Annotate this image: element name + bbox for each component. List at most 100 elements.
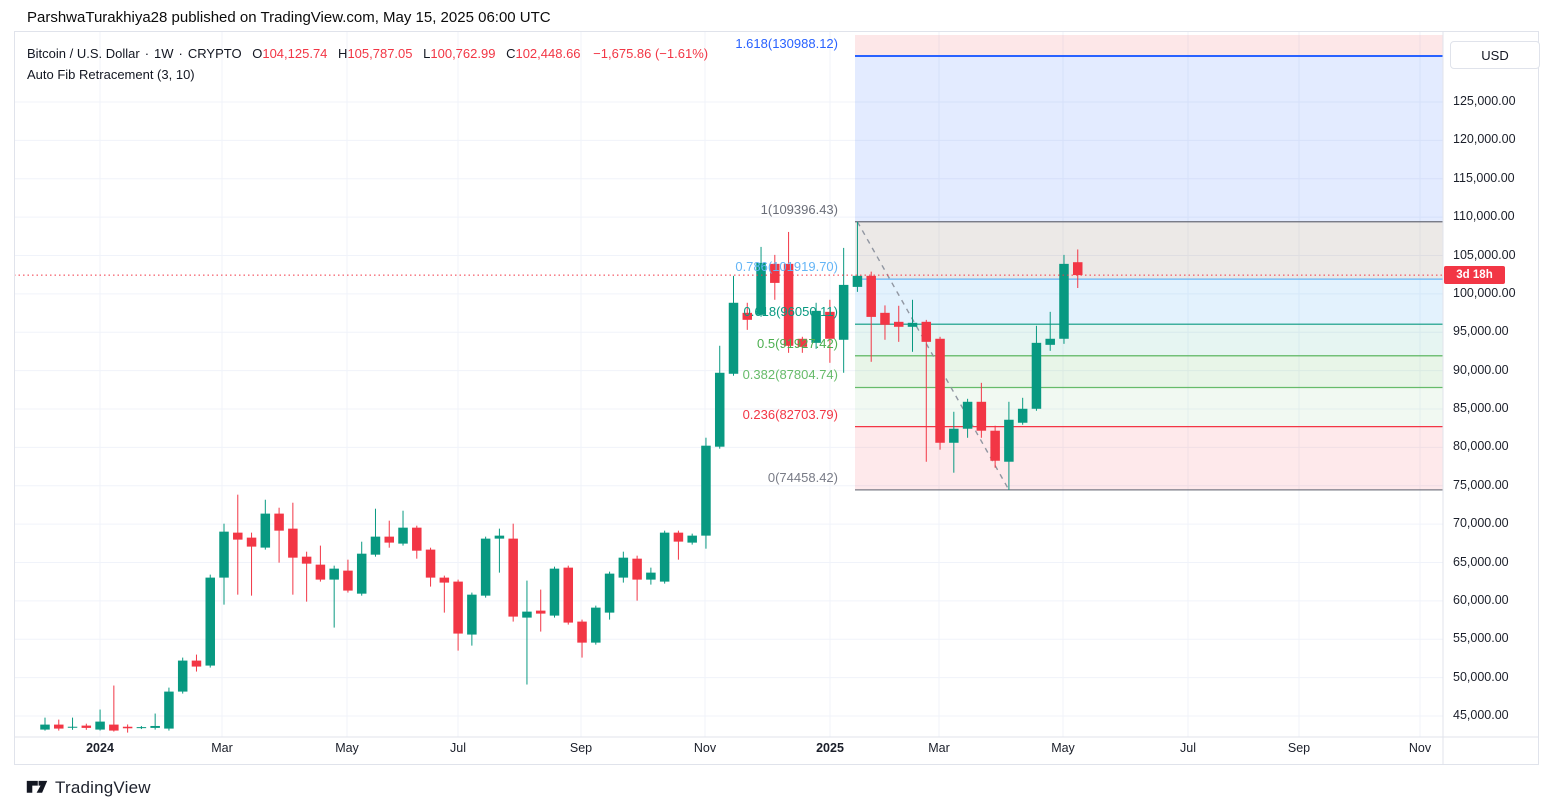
candle-body bbox=[150, 725, 160, 728]
candle[interactable] bbox=[990, 425, 1000, 468]
candle[interactable] bbox=[356, 541, 367, 596]
candle[interactable] bbox=[659, 530, 670, 584]
low-key: L bbox=[423, 46, 431, 61]
candle[interactable] bbox=[618, 551, 629, 583]
candle[interactable] bbox=[54, 719, 64, 731]
countdown-badge: 3d 18h bbox=[1444, 266, 1505, 285]
candle[interactable] bbox=[1004, 401, 1014, 490]
candle[interactable] bbox=[67, 717, 78, 730]
candle[interactable] bbox=[825, 299, 835, 363]
candle[interactable] bbox=[40, 717, 50, 731]
candle-body bbox=[219, 531, 229, 578]
candle[interactable] bbox=[95, 709, 105, 731]
candle-body bbox=[508, 538, 518, 617]
interval-label[interactable]: 1W bbox=[154, 46, 174, 61]
candle-body bbox=[632, 558, 642, 580]
indicator-label[interactable]: Auto Fib Retracement (3, 10) bbox=[27, 67, 195, 82]
candle-body bbox=[288, 528, 298, 558]
candle[interactable] bbox=[893, 305, 904, 342]
candle[interactable] bbox=[1059, 254, 1069, 344]
candle-body bbox=[177, 660, 188, 692]
candle[interactable] bbox=[728, 275, 739, 376]
candle[interactable] bbox=[563, 565, 574, 625]
candle[interactable] bbox=[770, 254, 780, 300]
candle[interactable] bbox=[301, 551, 312, 602]
candle[interactable] bbox=[122, 724, 133, 733]
candle[interactable] bbox=[508, 523, 518, 622]
candle[interactable] bbox=[425, 547, 436, 587]
candle[interactable] bbox=[797, 336, 808, 353]
candle[interactable] bbox=[480, 536, 491, 598]
candle[interactable] bbox=[604, 571, 615, 620]
candle[interactable] bbox=[288, 502, 298, 595]
candle[interactable] bbox=[907, 299, 918, 352]
tradingview-wordmark[interactable]: TradingView bbox=[55, 778, 151, 797]
candle[interactable] bbox=[935, 336, 945, 450]
candle-body bbox=[205, 577, 215, 666]
candle[interactable] bbox=[756, 246, 766, 317]
currency-usd-button[interactable]: USD bbox=[1450, 41, 1540, 69]
candle[interactable] bbox=[962, 398, 973, 438]
candle[interactable] bbox=[274, 507, 284, 563]
candle[interactable] bbox=[191, 654, 202, 672]
candle[interactable] bbox=[852, 221, 863, 292]
candle[interactable] bbox=[549, 566, 560, 618]
candle[interactable] bbox=[205, 574, 215, 668]
candle[interactable] bbox=[866, 271, 876, 362]
candle[interactable] bbox=[343, 559, 353, 593]
high-value: 105,787.05 bbox=[347, 46, 413, 61]
candle[interactable] bbox=[246, 532, 257, 596]
candle[interactable] bbox=[384, 520, 395, 548]
candle[interactable] bbox=[412, 525, 422, 559]
candle[interactable] bbox=[522, 580, 532, 685]
symbol-title[interactable]: Bitcoin / U.S. Dollar bbox=[27, 46, 140, 61]
candle-body bbox=[646, 572, 656, 580]
candle[interactable] bbox=[177, 657, 188, 694]
candle[interactable] bbox=[1031, 325, 1042, 411]
fib-band bbox=[855, 279, 1443, 325]
candle[interactable] bbox=[714, 345, 725, 449]
candle[interactable] bbox=[701, 437, 711, 549]
candle[interactable] bbox=[1073, 249, 1083, 289]
candle-body bbox=[907, 322, 918, 327]
tradingview-logo-icon[interactable] bbox=[26, 777, 48, 799]
candle[interactable] bbox=[109, 685, 119, 732]
candle-body bbox=[659, 532, 670, 582]
candle[interactable] bbox=[439, 575, 450, 613]
candle[interactable] bbox=[1017, 397, 1028, 425]
candle[interactable] bbox=[535, 589, 546, 632]
candle[interactable] bbox=[880, 305, 890, 340]
candle[interactable] bbox=[329, 565, 339, 628]
candle[interactable] bbox=[591, 605, 601, 645]
candle[interactable] bbox=[783, 231, 794, 353]
candle[interactable] bbox=[742, 302, 753, 330]
candle[interactable] bbox=[467, 592, 477, 646]
candle[interactable] bbox=[577, 619, 587, 658]
candle[interactable] bbox=[632, 555, 642, 601]
candle[interactable] bbox=[219, 523, 229, 605]
candle[interactable] bbox=[1045, 311, 1055, 351]
candle[interactable] bbox=[646, 567, 656, 585]
candle[interactable] bbox=[398, 510, 408, 546]
candle[interactable] bbox=[150, 713, 160, 730]
candle[interactable] bbox=[370, 508, 381, 557]
candle[interactable] bbox=[81, 723, 92, 730]
candle[interactable] bbox=[921, 319, 932, 462]
candle[interactable] bbox=[494, 528, 505, 573]
candle[interactable] bbox=[164, 687, 174, 731]
candle[interactable] bbox=[315, 545, 326, 582]
candle[interactable] bbox=[453, 579, 463, 651]
candle[interactable] bbox=[687, 533, 697, 545]
candle[interactable] bbox=[260, 499, 271, 550]
candle-body bbox=[701, 445, 711, 536]
legend: Bitcoin / U.S. Dollar · 1W · CRYPTO O104,125… bbox=[27, 46, 708, 61]
candle-body bbox=[563, 567, 574, 623]
candle[interactable] bbox=[976, 382, 987, 438]
candle[interactable] bbox=[673, 530, 684, 560]
candle[interactable] bbox=[811, 302, 821, 349]
candle[interactable] bbox=[949, 411, 959, 473]
candle[interactable] bbox=[136, 725, 147, 730]
candle[interactable] bbox=[838, 247, 849, 373]
candle[interactable] bbox=[233, 494, 243, 595]
